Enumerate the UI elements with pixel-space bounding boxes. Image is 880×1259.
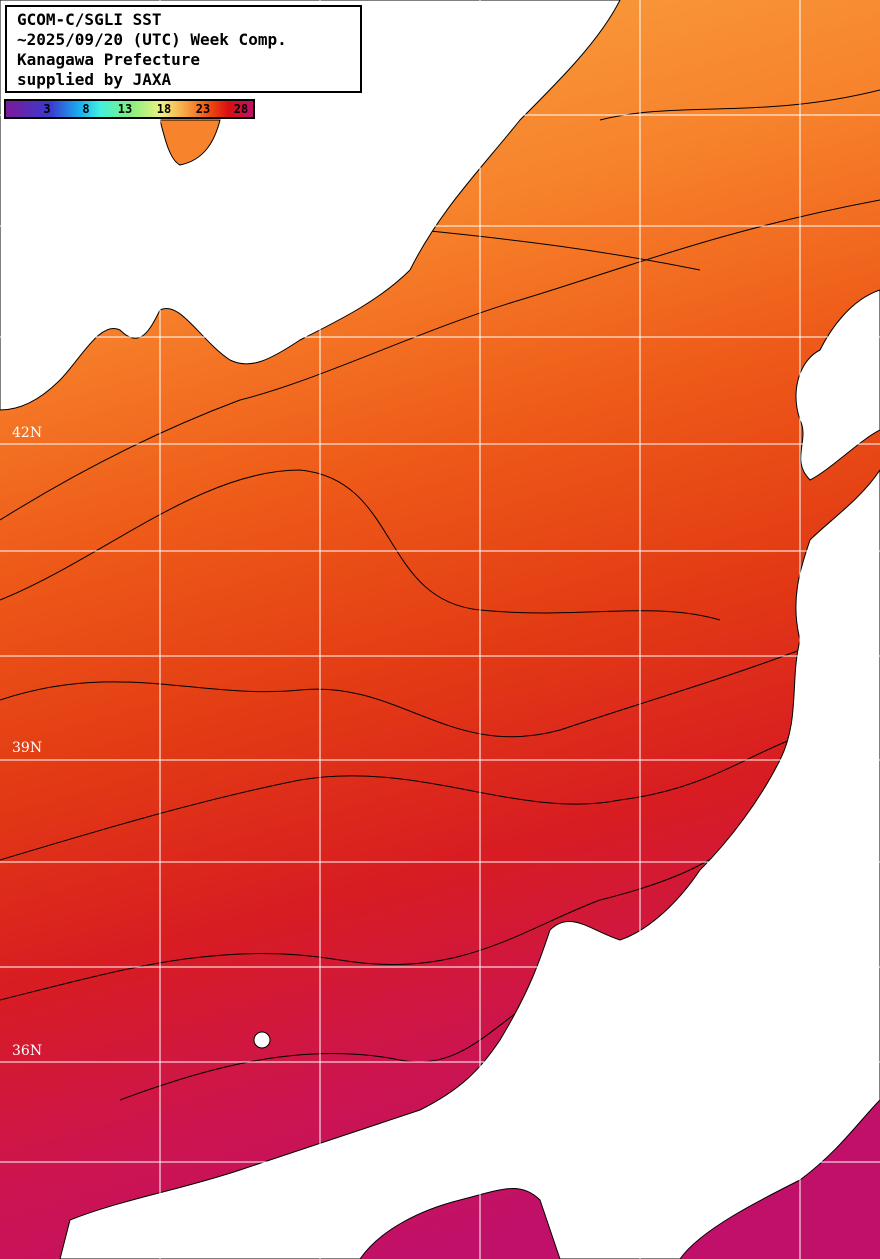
title-box: GCOM-C/SGLI SST ~2025/09/20 (UTC) Week C… [5,5,362,93]
color-scale-legend: 3 8 13 18 23 28 [4,99,255,119]
legend-tick: 23 [195,102,211,116]
legend-tick: 3 [43,102,51,116]
legend-tick: 13 [117,102,133,116]
legend-tick: 28 [233,102,249,116]
island-oki [253,1031,271,1049]
title-line-product: GCOM-C/SGLI SST [17,10,162,29]
legend-tick: 8 [82,102,90,116]
latitude-label-36n: 36N [12,1043,43,1059]
latitude-label-42n: 42N [12,425,43,441]
latitude-label-39n: 39N [12,740,43,756]
legend-tick: 18 [156,102,172,116]
title-line-date: ~2025/09/20 (UTC) Week Comp. [17,30,287,49]
title-line-org: Kanagawa Prefecture [17,50,201,69]
island [159,119,221,166]
title-line-credit: supplied by JAXA [17,70,172,89]
contour-lines [0,89,880,1101]
